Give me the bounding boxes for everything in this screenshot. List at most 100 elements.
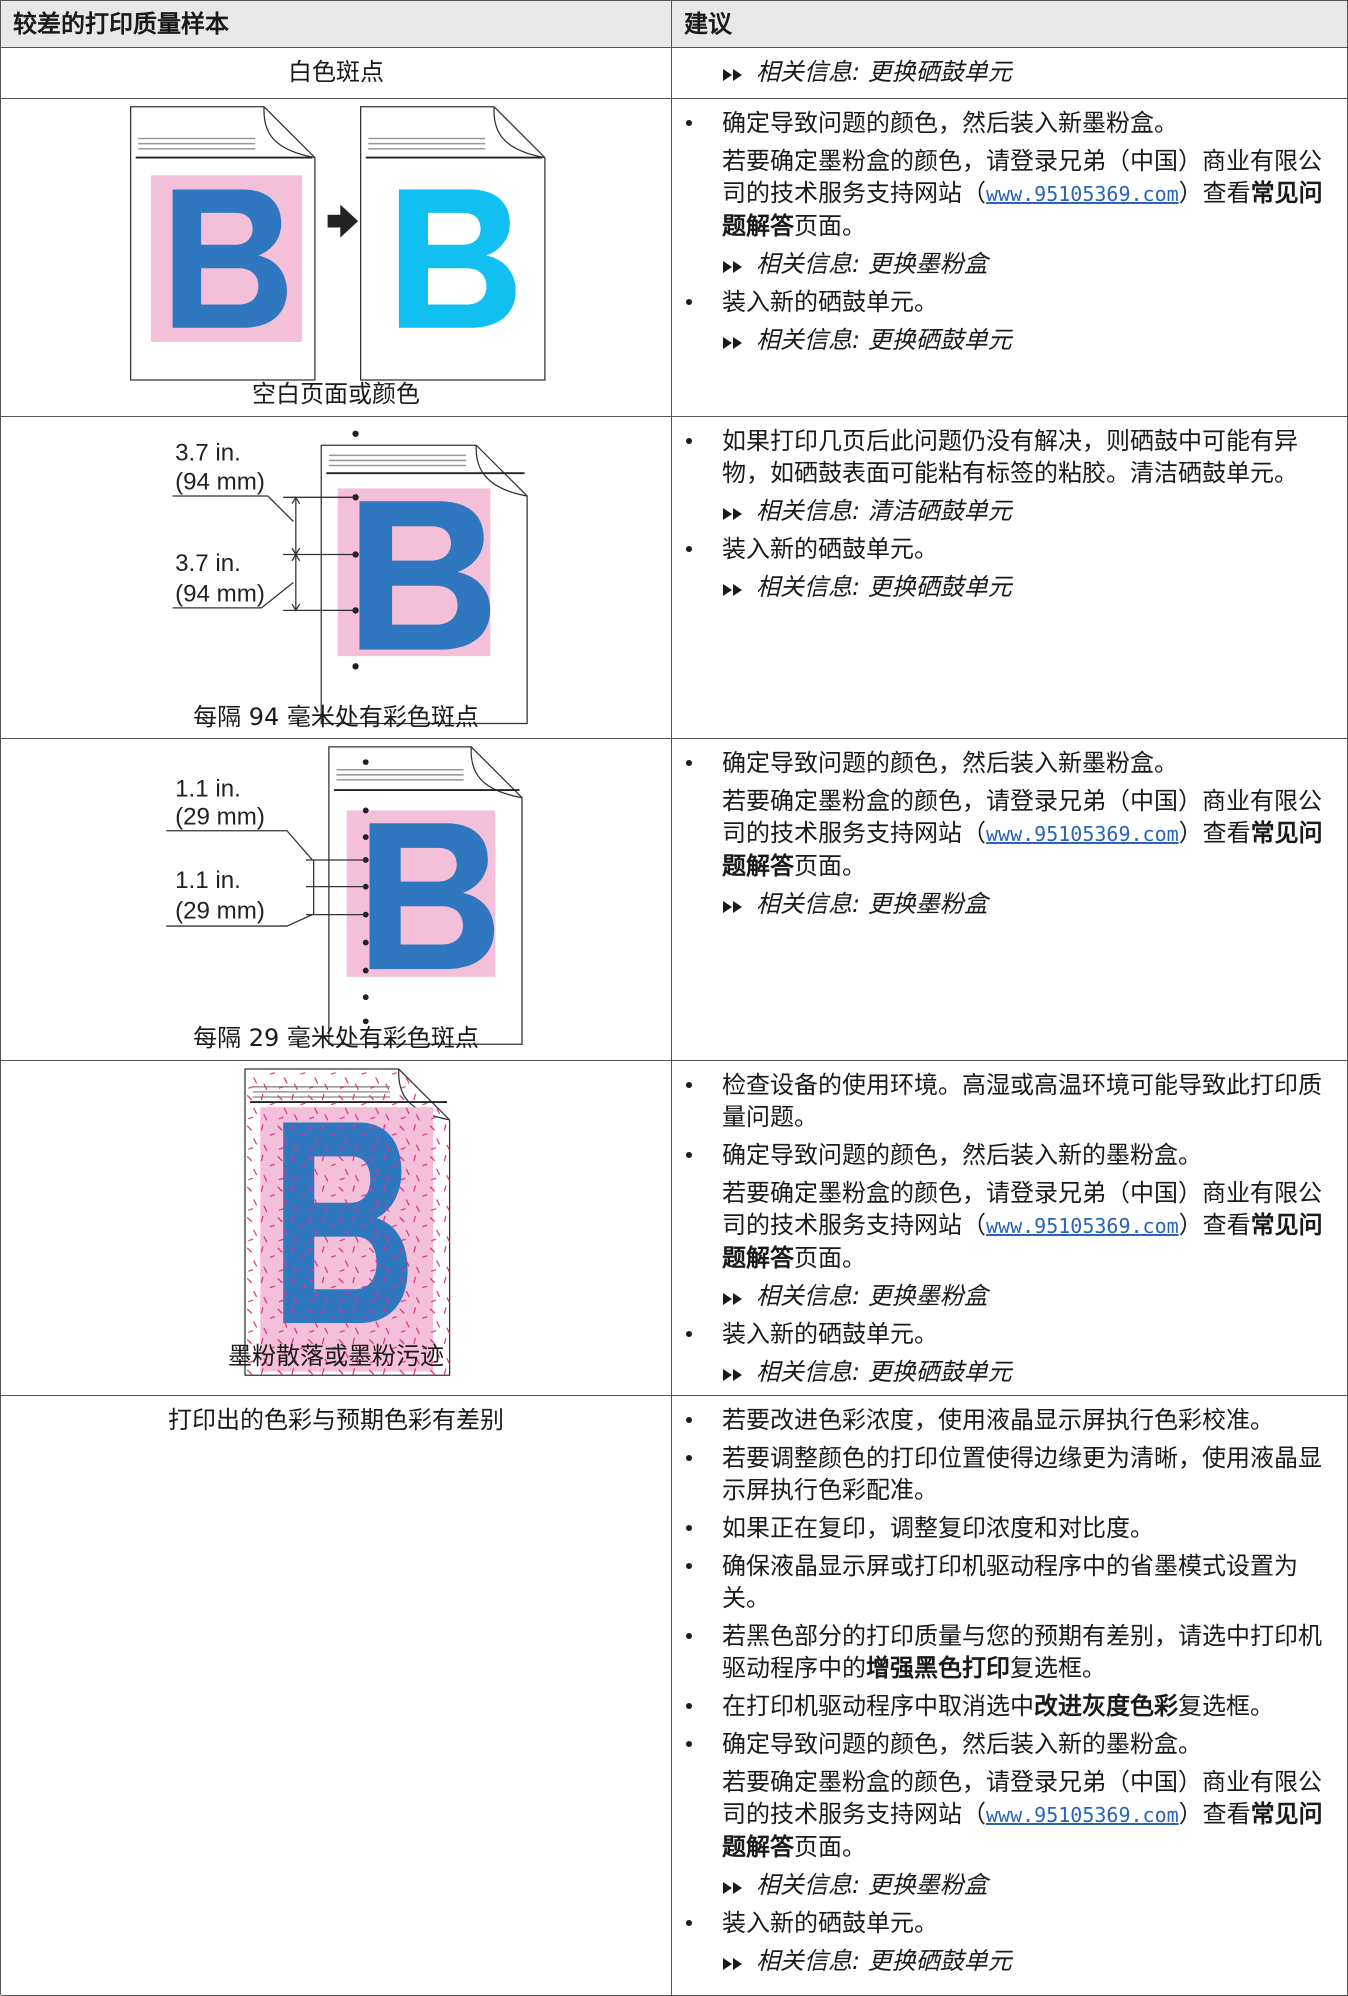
text: 确定导致问题的颜色，然后装入新的墨粉盒。 [722,1141,1202,1169]
text: 如果打印几页后此问题仍没有解决，则硒鼓中可能有异物，如硒鼓表面可能粘有标签的粘胶… [722,427,1298,487]
illustration [244,1068,451,1376]
arrow-icon [723,508,742,520]
bold-text: 常见问题解答 [722,819,1323,880]
related-label: 相关信息: [756,1947,861,1975]
related-info: 相关信息: 清洁硒鼓单元 [684,495,1333,527]
text: 检查设备的使用环境。高湿或高温环境可能导致此打印质量问题。 [722,1071,1322,1131]
bullet-item: 装入新的硒鼓单元。 [684,286,1333,318]
related-info: 相关信息: 更换硒鼓单元 [684,324,1333,356]
related-info: 相关信息: 更换硒鼓单元 [684,1945,1333,1977]
bold-text: 增强黑色打印 [866,1654,1010,1682]
sample-label: 打印出的色彩与预期色彩有差别 [1,1396,672,1995]
advice-cell: 确定导致问题的颜色，然后装入新墨粉盒。 若要确定墨粉盒的颜色，请登录兄弟（中国）商… [672,99,1348,416]
bullet-item: 如果正在复印，调整复印浓度和对比度。 [684,1512,1333,1544]
related-link[interactable]: 更换硒鼓单元 [867,326,1012,354]
arrow-icon [723,1369,742,1381]
sample-cell: 3.7 in. (94 mm) 3.7 in. (94 mm) 每隔 94 毫米… [1,417,672,738]
annotation: 1.1 in. [175,775,241,802]
sample-label: 每隔 94 毫米处有彩色斑点 [193,703,479,731]
arrow-icon [723,1958,742,1970]
illustration: 3.7 in. (94 mm) 3.7 in. (94 mm) [172,430,528,725]
arrow-icon [723,69,742,81]
sample-label: 白色斑点 [1,48,672,98]
header-cell: 建议 [672,1,1348,47]
sample-cell: 1.1 in. (29 mm) 1.1 in. (29 mm) 每隔 29 毫米… [1,739,672,1060]
text: 若要确定墨粉盒的颜色，请登录兄弟（中国）商业有限公司的技术服务支持网站（ [722,787,1322,847]
text: 页面。 [794,212,866,240]
bullet-item: 确定导致问题的颜色，然后装入新墨粉盒。 [684,107,1333,139]
related-link[interactable]: 清洁硒鼓单元 [867,497,1012,525]
related-label: 相关信息: [756,1871,861,1899]
table-row: 白色斑点 相关信息: 更换硒鼓单元 [1,48,1348,99]
web-link[interactable]: www.95105369.com [986,1214,1179,1238]
header-cell: 较差的打印质量样本 [1,1,672,47]
text: 如果正在复印，调整复印浓度和对比度。 [722,1514,1154,1542]
text: ）查看 [1178,1211,1251,1239]
annotation: (94 mm) [175,581,265,608]
bullet-item: 若要调整颜色的打印位置使得边缘更为清晰，使用液晶显示屏执行色彩配准。 [684,1442,1333,1506]
text: 页面。 [794,1244,866,1272]
text: ）查看 [1178,819,1251,847]
table-row: 空白页面或颜色 确定导致问题的颜色，然后装入新墨粉盒。 若要确定墨粉盒的颜色，请登… [1,99,1348,417]
related-info: 相关信息: 更换墨粉盒 [684,888,1333,920]
related-label: 相关信息: [756,573,861,601]
text: 确定导致问题的颜色，然后装入新墨粉盒。 [722,109,1178,137]
advice-cell: 若要改进色彩浓度，使用液晶显示屏执行色彩校准。若要调整颜色的打印位置使得边缘更为… [672,1396,1348,1995]
bullet-item: 检查设备的使用环境。高湿或高温环境可能导致此打印质量问题。 [684,1069,1333,1133]
bullet-item: 装入新的硒鼓单元。 [684,1907,1333,1939]
text: 若要确定墨粉盒的颜色，请登录兄弟（中国）商业有限公司的技术服务支持网站（ [722,1768,1322,1828]
related-label: 相关信息: [756,890,861,918]
paragraph: 若要确定墨粉盒的颜色，请登录兄弟（中国）商业有限公司的技术服务支持网站（www.… [684,1177,1333,1274]
text: 装入新的硒鼓单元。 [722,1909,938,1937]
web-link[interactable]: www.95105369.com [986,822,1179,846]
related-link[interactable]: 更换硒鼓单元 [867,1947,1012,1975]
annotation: 3.7 in. [175,550,241,577]
bullet-item: 在打印机驱动程序中取消选中改进灰度色彩复选框。 [684,1690,1333,1722]
sample-label: 空白页面或颜色 [252,380,420,408]
bullet-item: 确定导致问题的颜色，然后装入新的墨粉盒。 [684,1139,1333,1171]
bullet-item: 装入新的硒鼓单元。 [684,533,1333,565]
table-row: 墨粉散落或墨粉污迹 检查设备的使用环境。高湿或高温环境可能导致此打印质量问题。确… [1,1061,1348,1396]
related-info: 相关信息: 更换硒鼓单元 [684,56,1333,88]
table-row: 打印出的色彩与预期色彩有差别 若要改进色彩浓度，使用液晶显示屏执行色彩校准。 若要… [1,1396,1348,1996]
text: 若要改进色彩浓度，使用液晶显示屏执行色彩校准。 [722,1406,1274,1434]
text: 装入新的硒鼓单元。 [722,288,938,316]
related-info: 相关信息: 更换墨粉盒 [684,1869,1333,1901]
related-label: 相关信息: [756,1358,861,1386]
sample-label: 墨粉散落或墨粉污迹 [228,1342,444,1370]
text: ）查看 [1178,179,1251,207]
related-link[interactable]: 更换墨粉盒 [867,250,988,278]
header-row: 较差的打印质量样本 建议 [1,1,1348,48]
text: 若要确定墨粉盒的颜色，请登录兄弟（中国）商业有限公司的技术服务支持网站（ [722,1179,1322,1239]
bold-text: 常见问题解答 [722,1211,1323,1272]
annotation: (29 mm) [175,803,265,830]
related-link[interactable]: 更换硒鼓单元 [867,58,1012,86]
bullet-item: 若黑色部分的打印质量与您的预期有差别，请选中打印机驱动程序中的增强黑色打印复选框… [684,1620,1333,1684]
arrow-icon [723,1293,742,1305]
bullet-item: 如果打印几页后此问题仍没有解决，则硒鼓中可能有异物，如硒鼓表面可能粘有标签的粘胶… [684,425,1333,489]
advice-cell: 检查设备的使用环境。高湿或高温环境可能导致此打印质量问题。确定导致问题的颜色，然… [672,1061,1348,1395]
web-link[interactable]: www.95105369.com [986,182,1179,206]
paragraph: 若要确定墨粉盒的颜色，请登录兄弟（中国）商业有限公司的技术服务支持网站（www.… [684,785,1333,882]
text: 确定导致问题的颜色，然后装入新墨粉盒。 [722,749,1178,777]
bold-text: 常见问题解答 [722,179,1323,240]
text: 装入新的硒鼓单元。 [722,1320,938,1348]
arrow-icon [723,901,742,913]
advice-cell: 相关信息: 更换硒鼓单元 [672,48,1348,98]
bullet-item: 确保液晶显示屏或打印机驱动程序中的省墨模式设置为关。 [684,1550,1333,1614]
related-link[interactable]: 更换硒鼓单元 [867,573,1012,601]
advice-cell: 如果打印几页后此问题仍没有解决，则硒鼓中可能有异物，如硒鼓表面可能粘有标签的粘胶… [672,417,1348,738]
bullet-item: 确定导致问题的颜色，然后装入新墨粉盒。 [684,747,1333,779]
arrow-icon [723,1882,742,1894]
related-link[interactable]: 更换硒鼓单元 [867,1358,1012,1386]
bullet-item: 若要改进色彩浓度，使用液晶显示屏执行色彩校准。 [684,1404,1333,1436]
related-link[interactable]: 更换墨粉盒 [867,890,988,918]
sample-label: 每隔 29 毫米处有彩色斑点 [193,1024,479,1052]
related-link[interactable]: 更换墨粉盒 [867,1282,988,1310]
related-link[interactable]: 更换墨粉盒 [867,1871,988,1899]
web-link[interactable]: www.95105369.com [986,1803,1179,1827]
bullet-item: 装入新的硒鼓单元。 [684,1318,1333,1350]
advice-cell: 确定导致问题的颜色，然后装入新墨粉盒。若要确定墨粉盒的颜色，请登录兄弟（中国）商… [672,739,1348,1060]
text: 装入新的硒鼓单元。 [722,535,938,563]
